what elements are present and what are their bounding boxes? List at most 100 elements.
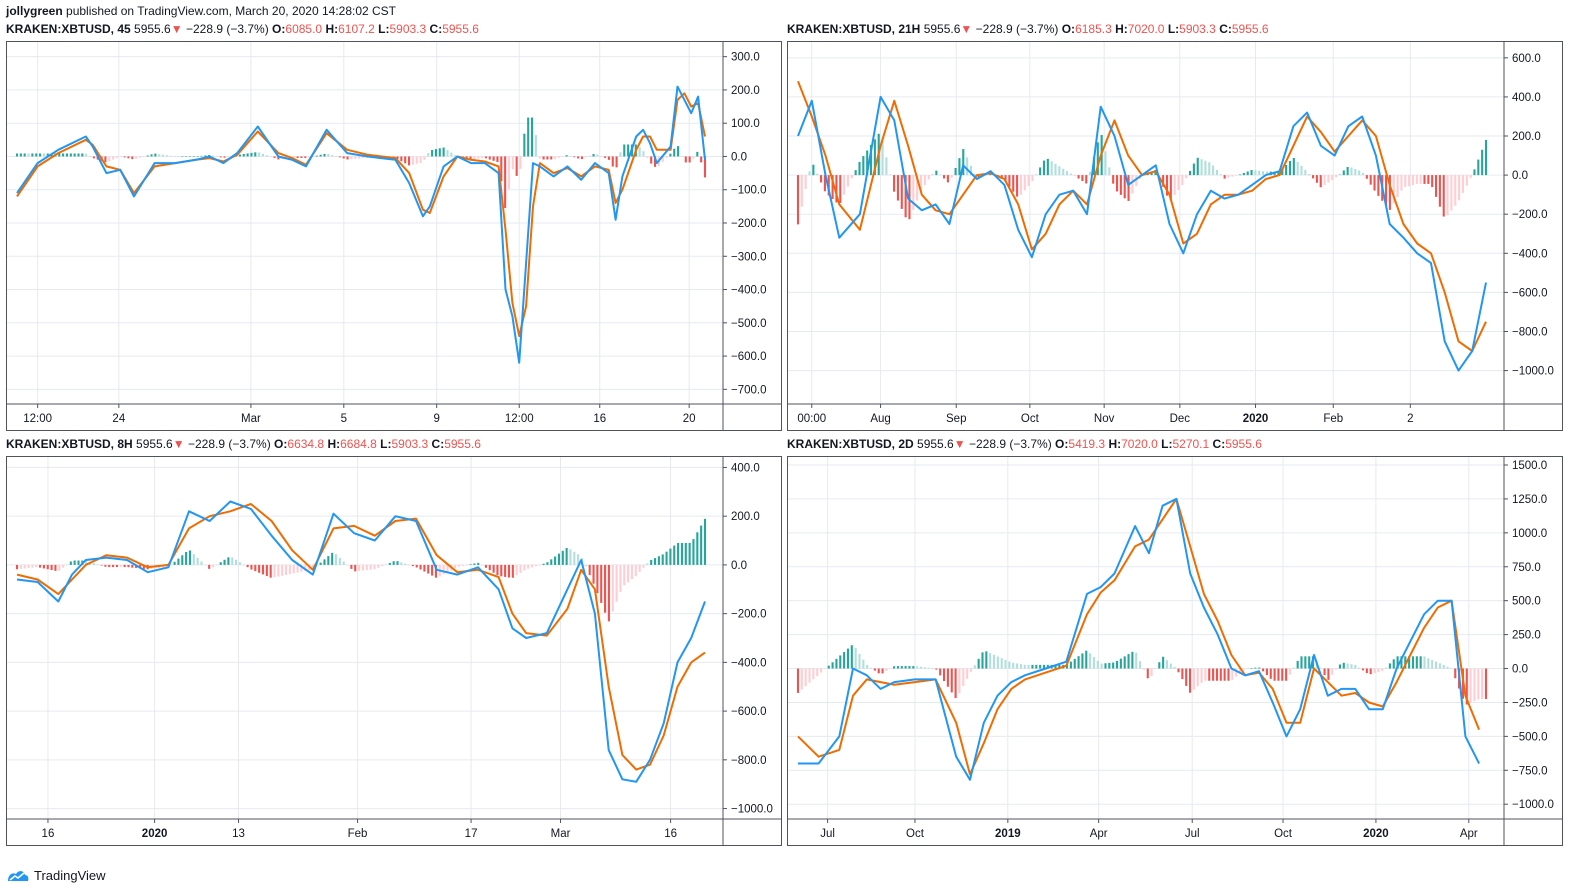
histogram-bar xyxy=(692,539,695,565)
histogram-bar xyxy=(223,156,226,158)
histogram-bar xyxy=(1438,175,1441,207)
histogram-bar xyxy=(1423,175,1426,184)
histogram-bar xyxy=(557,553,560,565)
histogram-bar xyxy=(477,562,480,565)
histogram-bar xyxy=(281,564,284,576)
histogram-bar xyxy=(912,175,915,210)
histogram-bar xyxy=(623,144,626,157)
histogram-bar xyxy=(684,542,687,565)
histogram-bar xyxy=(73,153,76,157)
histogram-bar xyxy=(292,564,295,574)
histogram-bar xyxy=(331,552,334,565)
histogram-bar xyxy=(808,668,811,683)
histogram-bar xyxy=(108,564,111,568)
histogram-bar xyxy=(969,165,973,176)
histogram-bar xyxy=(1335,175,1338,178)
y-tick-label: −400.0 xyxy=(1512,248,1548,260)
histogram-bar xyxy=(434,564,438,578)
histogram-bar xyxy=(677,542,680,565)
histogram-bar xyxy=(446,564,449,573)
y-tick-label: 0.0 xyxy=(1512,170,1528,182)
histogram-bar xyxy=(288,564,291,575)
histogram-bar xyxy=(554,156,557,159)
histogram-bar xyxy=(158,154,161,157)
histogram-bar xyxy=(1181,175,1184,186)
histogram-bar xyxy=(808,171,811,176)
histogram-bar xyxy=(131,564,134,568)
x-tick-label: 12:00 xyxy=(505,413,534,425)
histogram-bar xyxy=(354,564,357,572)
histogram-bar xyxy=(1227,175,1230,178)
histogram-bar xyxy=(42,153,45,157)
histogram-bar xyxy=(946,175,949,183)
histogram-bar xyxy=(15,153,19,157)
histogram-bar xyxy=(411,564,414,567)
histogram-bar xyxy=(1027,664,1030,669)
histogram-bar xyxy=(831,175,834,200)
histogram-bar xyxy=(138,156,142,158)
histogram-bar xyxy=(1411,175,1415,185)
y-tick-label: −500.0 xyxy=(731,318,767,330)
footer-brand[interactable]: TradingView xyxy=(34,868,106,883)
histogram-bar xyxy=(1208,668,1211,681)
histogram-bar xyxy=(39,564,42,568)
histogram-bar xyxy=(92,156,95,159)
author-name[interactable]: jollygreen xyxy=(6,4,63,18)
histogram-bar xyxy=(1296,161,1299,176)
histogram-bar xyxy=(839,175,842,203)
histogram-bar xyxy=(812,164,815,176)
histogram-bar xyxy=(1281,668,1284,681)
histogram-bar xyxy=(831,662,834,669)
histogram-bar xyxy=(600,156,603,157)
histogram-bar xyxy=(1350,167,1353,176)
histogram-bar xyxy=(604,564,607,613)
histogram-bar xyxy=(488,156,491,160)
histogram-bar xyxy=(431,564,434,576)
histogram-bar xyxy=(292,156,295,158)
x-tick-label: Nov xyxy=(1094,413,1115,425)
panel-3-chart[interactable]: 1500.0 1250.0 1000.0 750.0 500.0 250.0 0.0 −250… xyxy=(787,456,1563,846)
panel-2-chart[interactable]: 400.0 200.0 0.0 −200.0 −400.0 −600.0 −800.0 −10… xyxy=(6,456,782,846)
panel-0-svg: 300.0 200.0 100.0 0.0 −100.0 −200.0 −300.0 −400… xyxy=(7,42,781,430)
macd-line xyxy=(798,497,1480,781)
histogram-bar xyxy=(400,562,403,565)
panel-1-chart[interactable]: 600.0 400.0 200.0 0.0 −200.0 −400.0 −600.0 −800… xyxy=(787,41,1563,431)
histogram-bar xyxy=(1058,166,1061,176)
histogram-bar xyxy=(843,175,846,195)
histogram-bar xyxy=(69,561,72,565)
histogram-bar xyxy=(77,153,80,157)
histogram-bar xyxy=(1016,663,1019,669)
histogram-bar xyxy=(823,668,826,670)
panel-0-chart[interactable]: 300.0 200.0 100.0 0.0 −100.0 −200.0 −300.0 −400… xyxy=(6,41,782,431)
histogram-bar xyxy=(35,153,38,157)
histogram-bar xyxy=(1223,668,1226,681)
histogram-bar xyxy=(373,564,376,570)
histogram-bar xyxy=(923,667,926,669)
y-tick-label: −1000.0 xyxy=(731,804,773,816)
histogram-bar xyxy=(434,149,438,157)
histogram-bar xyxy=(396,156,399,160)
histogram-bar xyxy=(969,668,973,672)
histogram-bar xyxy=(1396,175,1399,198)
histogram-bar xyxy=(1188,668,1192,693)
histogram-bar xyxy=(1054,664,1057,669)
panel-1-title: KRAKEN:XBTUSD, 21H 5955.6▼ −228.9 (−3.7%… xyxy=(787,22,1269,36)
histogram-bar xyxy=(939,668,942,676)
histogram-bar xyxy=(196,557,199,565)
histogram-bar xyxy=(457,564,461,567)
publish-header: jollygreen published on TradingView.com,… xyxy=(6,4,396,18)
histogram-bar xyxy=(1308,656,1311,669)
y-tick-label: 400.0 xyxy=(731,462,760,474)
histogram-bar xyxy=(465,564,468,566)
histogram-bar xyxy=(1177,175,1180,190)
x-tick-label: Oct xyxy=(1274,828,1293,840)
histogram-bar xyxy=(242,564,245,566)
histogram-bar xyxy=(273,156,276,159)
histogram-bar xyxy=(404,563,407,565)
histogram-bar xyxy=(258,564,261,573)
histogram-bar xyxy=(46,564,49,570)
histogram-bar xyxy=(338,557,341,565)
signal-line xyxy=(16,92,706,338)
panel-1-last: 5955.6 xyxy=(923,22,961,36)
histogram-bar xyxy=(966,668,969,679)
